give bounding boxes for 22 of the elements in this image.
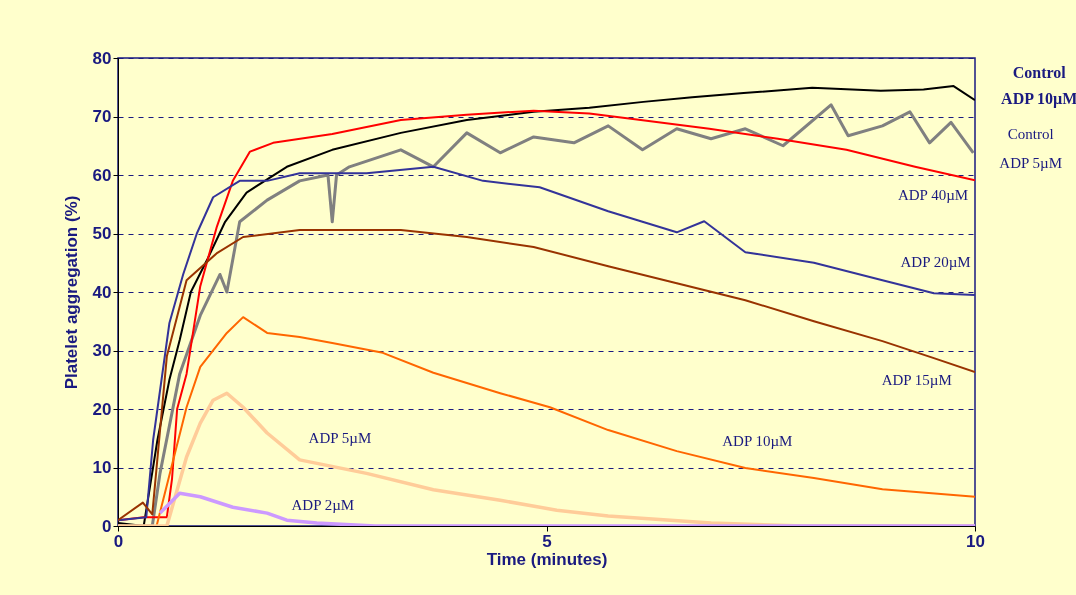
series-label: ADP 20µM (900, 254, 971, 271)
series-label: ADP 15µM (881, 371, 952, 388)
x-axis-title: Time (minutes) (486, 549, 608, 569)
y-tick-label: 60 (92, 165, 112, 185)
y-tick-label: 20 (92, 399, 112, 419)
y-tick-label: 80 (92, 48, 112, 68)
x-tick-label: 10 (966, 531, 985, 551)
series-label: ADP 2µM (291, 496, 355, 513)
y-tick-label: 30 (92, 341, 112, 360)
y-tick-label: 70 (92, 107, 112, 126)
series-label: Control ADP 5µM (999, 126, 1063, 172)
y-tick-label: 10 (92, 458, 112, 477)
line-series (158, 491, 975, 526)
series-label: ADP 5µM (308, 430, 372, 447)
x-tick-label: 5 (542, 531, 552, 551)
y-tick-label: 0 (102, 516, 112, 536)
y-axis-title: Platelet aggregation (%) (61, 195, 81, 390)
series-label: ADP 10µM (722, 433, 793, 450)
line-series (118, 228, 975, 522)
y-tick-label: 40 (92, 282, 112, 302)
series-label: ADP 40µM (897, 186, 969, 203)
y-tick-label: 50 (92, 224, 112, 243)
